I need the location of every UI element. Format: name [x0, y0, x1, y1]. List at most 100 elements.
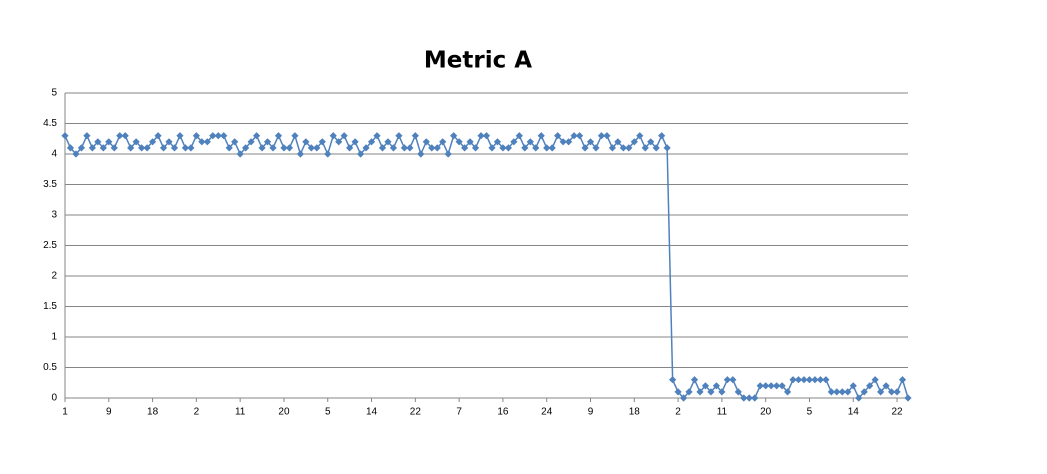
point-marker [148, 138, 157, 146]
point-marker [444, 150, 452, 158]
point-marker [280, 144, 288, 152]
point-marker [165, 138, 173, 146]
point-marker [773, 382, 781, 390]
point-marker [116, 132, 124, 140]
point-marker [822, 376, 830, 384]
point-marker [400, 144, 408, 152]
point-marker [258, 144, 266, 152]
point-marker [718, 388, 726, 396]
point-marker [61, 132, 69, 140]
point-marker [756, 382, 764, 390]
point-marker [291, 132, 299, 140]
point-marker [855, 394, 863, 402]
point-marker [187, 144, 195, 152]
point-marker [154, 132, 162, 140]
point-marker [170, 144, 179, 152]
point-marker [110, 144, 118, 152]
point-marker [203, 138, 211, 146]
x-tick-label: 1 [62, 407, 68, 418]
point-marker [466, 138, 474, 146]
point-marker [373, 132, 381, 140]
point-marker [455, 138, 463, 146]
y-tick-label: 2.5 [43, 240, 57, 251]
y-tick-label: 3 [51, 210, 57, 221]
x-tick-label: 14 [848, 407, 860, 418]
point-marker [597, 132, 606, 140]
point-marker [532, 144, 540, 152]
point-marker [581, 144, 589, 152]
x-tick-label: 9 [588, 407, 594, 418]
point-marker [767, 382, 775, 390]
point-marker [99, 144, 107, 152]
point-marker [833, 388, 841, 396]
point-marker [214, 132, 222, 140]
x-tick-label: 20 [760, 407, 772, 418]
point-marker [658, 132, 666, 140]
point-marker [663, 144, 671, 152]
x-tick-label: 14 [366, 407, 378, 418]
point-marker [132, 138, 140, 146]
point-marker [860, 388, 868, 396]
point-marker [844, 388, 852, 396]
x-tick-label: 5 [807, 407, 813, 418]
point-marker [269, 144, 277, 152]
point-marker [252, 132, 261, 140]
point-marker [356, 150, 365, 158]
point-marker [285, 144, 294, 152]
point-marker [307, 144, 315, 152]
point-marker [406, 144, 414, 152]
point-marker [619, 144, 627, 152]
point-marker [592, 144, 600, 152]
point-marker [83, 132, 91, 140]
point-marker [433, 144, 441, 152]
point-marker [827, 388, 835, 396]
point-marker [461, 144, 469, 152]
point-marker [641, 144, 649, 152]
point-marker [192, 132, 200, 140]
point-marker [603, 132, 611, 140]
point-marker [88, 144, 96, 152]
point-marker [652, 144, 660, 152]
point-marker [871, 376, 879, 384]
point-marker [816, 376, 825, 384]
point-marker [690, 376, 699, 384]
point-marker [274, 132, 283, 140]
point-marker [515, 132, 523, 140]
point-marker [647, 138, 655, 146]
y-tick-label: 3.5 [43, 179, 57, 190]
point-marker [72, 150, 80, 158]
point-marker [543, 144, 551, 152]
point-marker [559, 138, 567, 146]
point-marker [685, 388, 693, 396]
point-marker [729, 376, 737, 384]
point-marker [159, 144, 168, 152]
point-marker [94, 138, 102, 146]
point-marker [105, 138, 113, 146]
point-marker [411, 132, 419, 140]
point-marker [324, 150, 332, 158]
point-marker [762, 382, 770, 390]
point-marker [77, 144, 86, 152]
point-marker [882, 382, 890, 390]
point-marker [395, 132, 403, 140]
x-tick-label: 7 [456, 407, 462, 418]
x-tick-label: 22 [410, 407, 422, 418]
point-marker [231, 138, 239, 146]
point-marker [608, 144, 617, 152]
point-marker [422, 138, 430, 146]
point-marker [450, 132, 458, 140]
x-tick-label: 18 [629, 407, 641, 418]
point-marker [723, 376, 731, 384]
point-marker [849, 382, 857, 390]
point-marker [471, 144, 480, 152]
point-marker [866, 382, 874, 390]
x-tick-label: 2 [675, 407, 681, 418]
point-marker [745, 394, 753, 402]
point-marker [740, 394, 748, 402]
point-marker [242, 144, 250, 152]
point-marker [66, 144, 75, 152]
point-marker [428, 144, 436, 152]
y-tick-label: 2 [51, 271, 57, 282]
point-marker [362, 144, 370, 152]
point-marker [904, 394, 912, 402]
